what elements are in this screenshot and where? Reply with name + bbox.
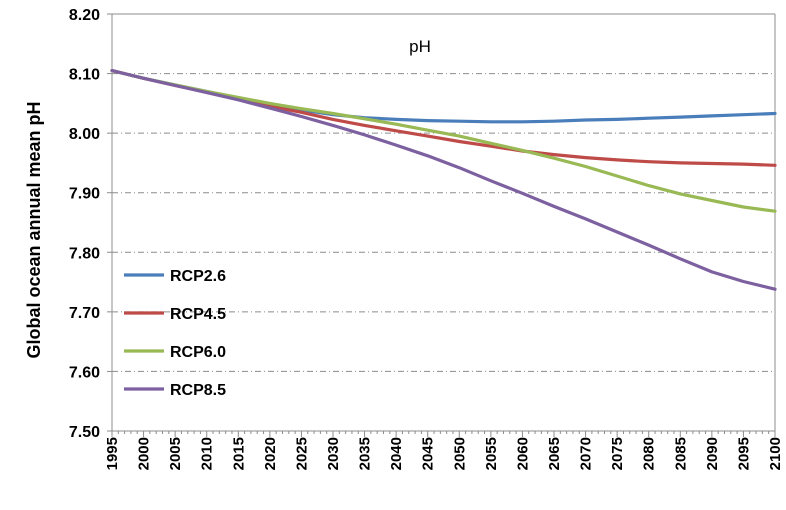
y-tick-label: 7.60	[69, 364, 100, 381]
y-axis-label: Global ocean annual mean pH	[24, 101, 44, 358]
y-tick-label: 8.20	[69, 7, 100, 24]
y-tick-label: 7.80	[69, 245, 100, 262]
x-tick-label: 2050	[451, 437, 468, 470]
x-tick-label: 2065	[546, 437, 563, 470]
series-line-rcp60	[110, 69, 777, 213]
legend-label-rcp85: RCP8.5	[170, 382, 226, 399]
y-tick-label: 7.90	[69, 186, 100, 203]
x-tick-label: 2090	[704, 437, 721, 470]
x-tick-label: 2070	[578, 437, 595, 470]
x-tick-label: 2025	[293, 437, 310, 470]
x-tick-label: 2020	[262, 437, 279, 470]
series-lines	[110, 69, 777, 291]
legend-label-rcp26: RCP2.6	[170, 268, 226, 285]
x-tick-label: 2055	[483, 437, 500, 470]
y-tick-label: 7.70	[69, 305, 100, 322]
axes	[107, 13, 776, 437]
x-tick-label: 2100	[767, 437, 784, 470]
x-tick-label: 2005	[167, 437, 184, 470]
x-tick-label: 1995	[104, 437, 121, 470]
x-tick-label: 2015	[230, 437, 247, 470]
x-tick-label: 2080	[641, 437, 658, 470]
x-tick-label: 2000	[136, 437, 153, 470]
y-tick-label: 8.10	[69, 67, 100, 84]
legend: RCP2.6 RCP4.5 RCP6.0 RCP8.5	[124, 268, 226, 399]
x-tick-label: 2095	[735, 437, 752, 470]
series-line-rcp26	[110, 69, 777, 124]
x-tick-label: 2060	[514, 437, 531, 470]
x-tick-labels: 1995 2000 2005 2010 2015 2020 2025 2030 2035 2040…	[104, 437, 784, 470]
chart-title: pH	[409, 37, 431, 56]
x-tick-label: 2040	[388, 437, 405, 470]
series-line-rcp85	[110, 69, 777, 291]
y-tick-labels: 8.20 8.10 8.00 7.90 7.80 7.70 7.60 7.50	[69, 7, 100, 441]
legend-label-rcp60: RCP6.0	[170, 344, 226, 361]
x-tick-label: 2075	[609, 437, 626, 470]
legend-label-rcp45: RCP4.5	[170, 306, 226, 323]
x-tick-label: 2045	[420, 437, 437, 470]
y-tick-label: 7.50	[69, 424, 100, 441]
x-tick-label: 2035	[357, 437, 374, 470]
x-tick-label: 2030	[325, 437, 342, 470]
x-tick-label: 2085	[672, 437, 689, 470]
y-tick-label: 8.00	[69, 126, 100, 143]
x-tick-label: 2010	[199, 437, 216, 470]
